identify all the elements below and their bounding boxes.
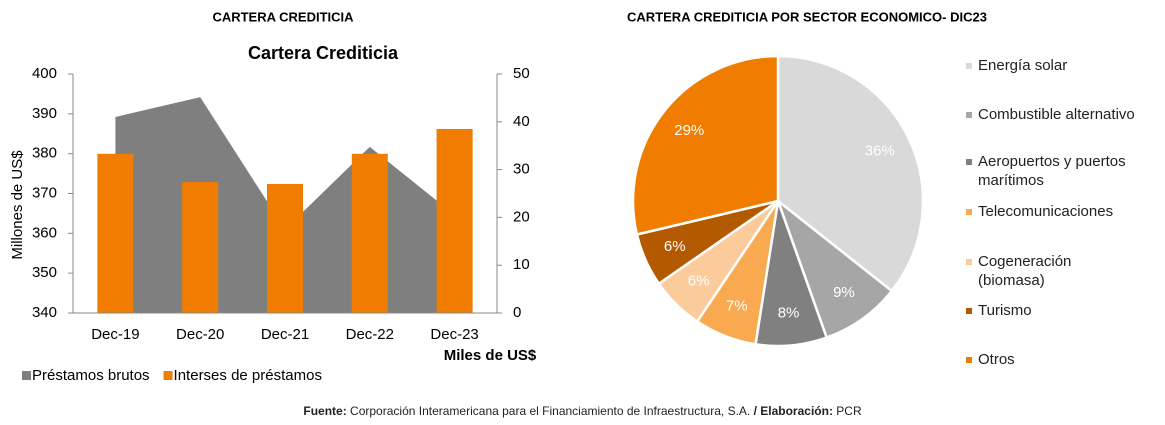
legend-swatch	[966, 63, 972, 69]
chart-heading: CARTERA CREDITICIA POR SECTOR ECONOMICO-…	[627, 9, 987, 24]
legend-label: Otros	[978, 351, 1015, 368]
legend-swatch	[22, 371, 31, 380]
y-tick-label: 370	[32, 184, 57, 201]
y-tick-label: 360	[32, 224, 57, 241]
data-label: 29%	[674, 122, 704, 139]
data-label: 6%	[664, 238, 686, 255]
x-tick-label: Dec-21	[261, 326, 309, 343]
legend-label: Energía solar	[978, 57, 1068, 74]
data-label: 8%	[778, 305, 800, 322]
y-tick-label: 350	[32, 264, 57, 281]
legend-label: Aeropuertos y puertos marítimos	[978, 153, 1126, 189]
bar	[267, 183, 303, 313]
legend-entry: Otros	[966, 350, 1138, 369]
bar	[182, 182, 219, 313]
chart-title: Cartera Crediticia	[248, 43, 399, 63]
data-label: 36%	[865, 143, 895, 160]
legend-entry: Cogeneración (biomasa)	[966, 252, 1138, 290]
pie-slice	[631, 54, 780, 237]
chart-heading: CARTERA CREDITICIA	[212, 9, 354, 24]
footer-text: Corporación Interamericana para el Finan…	[350, 404, 751, 418]
y-tick-label: 380	[32, 145, 57, 162]
x-tick-label: Dec-23	[430, 326, 478, 343]
legend-swatch	[966, 159, 972, 165]
legend-swatch	[966, 357, 972, 363]
bar	[97, 153, 134, 313]
footer-text: PCR	[836, 404, 862, 418]
data-label: 6%	[688, 273, 710, 290]
x-tick-label: Dec-20	[176, 326, 224, 343]
y2-tick-label: 50	[513, 65, 530, 82]
bar	[351, 153, 388, 313]
legend-entry: Combustible alternativo	[966, 105, 1138, 124]
legend-entry: Aeropuertos y puertos marítimos	[966, 152, 1138, 190]
y-axis-label: Millones de US$	[9, 150, 26, 260]
y2-tick-label: 0	[513, 304, 521, 321]
footer-label: Fuente:	[303, 404, 347, 418]
legend-swatch	[966, 259, 972, 265]
data-label: 7%	[726, 297, 748, 314]
legend-label: Telecomunicaciones	[978, 203, 1114, 220]
y2-axis-label: Miles de US$	[444, 347, 537, 364]
legend-entry: Turismo	[966, 301, 1138, 320]
legend-entry: Energía solar	[966, 56, 1138, 75]
y-tick-label: 400	[32, 65, 57, 82]
bar	[436, 128, 473, 313]
y2-tick-label: 40	[513, 113, 530, 130]
legend-swatch	[966, 112, 972, 118]
legend-label: Cogeneración (biomasa)	[978, 253, 1072, 289]
footer: Fuente: Corporación Interamericana para …	[0, 404, 1165, 418]
x-tick-label: Dec-22	[346, 326, 394, 343]
legend-label: Combustible alternativo	[978, 106, 1135, 123]
x-tick-label: Dec-19	[91, 326, 139, 343]
legend-swatch	[966, 308, 972, 314]
legend-label: Interses de préstamos	[174, 367, 322, 384]
y2-tick-label: 10	[513, 256, 530, 273]
data-label: 9%	[833, 284, 855, 301]
y-tick-label: 340	[32, 304, 57, 321]
chart: CARTERA CREDITICIA Cartera Crediticia Mi…	[9, 9, 987, 384]
legend-label: Préstamos brutos	[32, 367, 150, 384]
y2-tick-label: 30	[513, 161, 530, 178]
legend-label: Turismo	[978, 302, 1032, 319]
legend-entry: Telecomunicaciones	[966, 202, 1138, 221]
y-tick-label: 390	[32, 105, 57, 122]
pie-slice	[776, 54, 925, 293]
y2-tick-label: 20	[513, 208, 530, 225]
legend-swatch	[966, 209, 972, 215]
pie-slice	[775, 197, 894, 340]
footer-label: / Elaboración:	[753, 404, 833, 418]
legend-swatch	[163, 371, 173, 380]
